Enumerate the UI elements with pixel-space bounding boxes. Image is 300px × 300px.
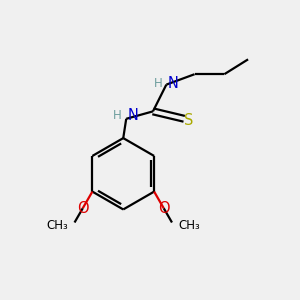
Text: O: O: [77, 201, 88, 216]
Text: H: H: [113, 109, 122, 122]
Text: H: H: [154, 76, 162, 90]
Text: N: N: [127, 108, 138, 123]
Text: O: O: [158, 201, 169, 216]
Text: CH₃: CH₃: [178, 219, 200, 232]
Text: S: S: [184, 113, 193, 128]
Text: N: N: [167, 76, 178, 91]
Text: CH₃: CH₃: [47, 219, 69, 232]
